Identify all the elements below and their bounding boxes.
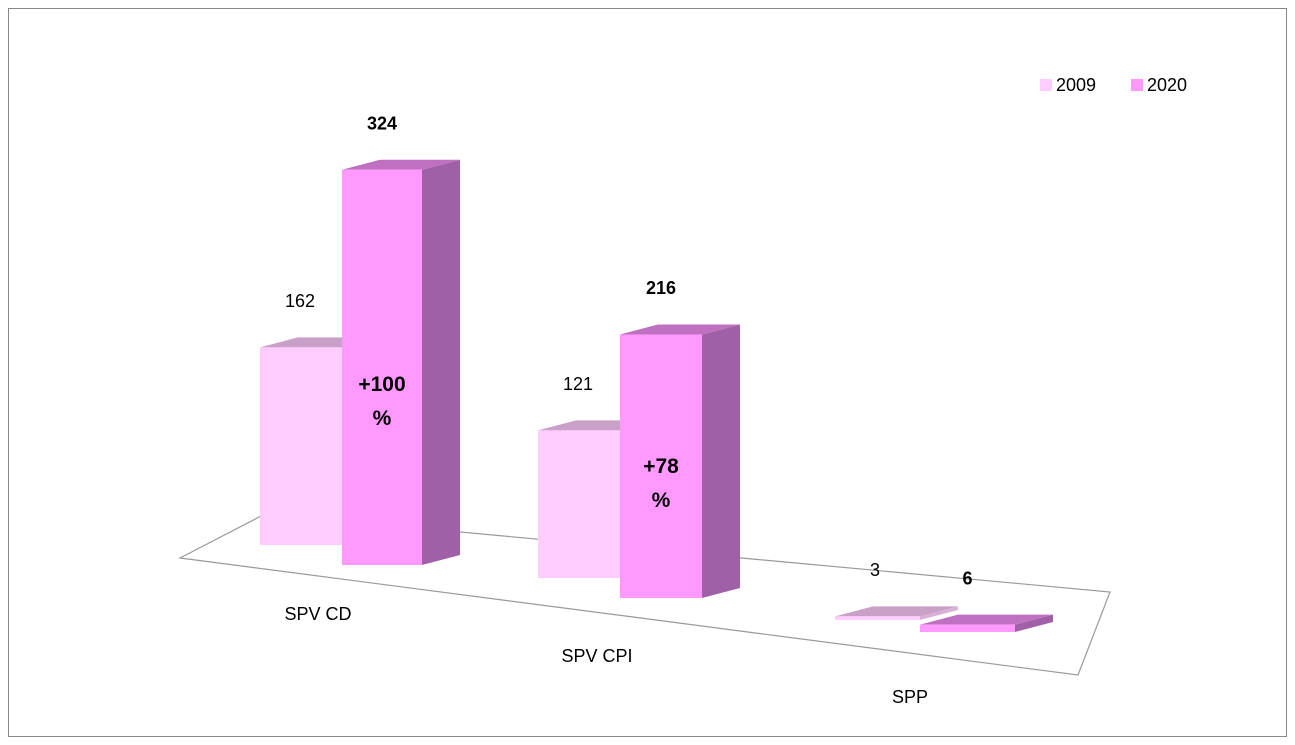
bar-side <box>702 324 740 598</box>
data-label: 216 <box>646 278 676 298</box>
bar <box>342 169 422 565</box>
data-label: 3 <box>870 560 880 580</box>
bar-top <box>620 324 740 335</box>
annotation: +100 % <box>358 373 406 430</box>
data-label: 121 <box>563 374 593 394</box>
legend-swatch <box>1131 79 1143 91</box>
data-label: 324 <box>367 113 397 133</box>
x-tick-label: SPV CD <box>284 604 351 624</box>
legend-swatch <box>1040 79 1052 91</box>
legend-label: 2020 <box>1147 75 1187 95</box>
bar <box>835 616 920 620</box>
bar-side <box>920 606 958 620</box>
bar-side <box>1015 614 1053 632</box>
bar-top <box>342 159 460 170</box>
bar-top <box>835 606 958 617</box>
annotation: +78 % <box>643 455 679 512</box>
floor <box>178 513 1111 676</box>
bar <box>538 430 620 578</box>
x-tick-label: SPP <box>892 687 928 707</box>
bar <box>620 334 702 598</box>
bar-top <box>920 614 1053 625</box>
data-label: 6 <box>962 568 972 588</box>
x-tick-label: SPV CPI <box>561 646 632 666</box>
legend-label: 2009 <box>1056 75 1096 95</box>
bar-side <box>422 159 460 565</box>
bar <box>260 347 342 545</box>
data-label: 162 <box>285 291 315 311</box>
bar <box>920 624 1015 632</box>
